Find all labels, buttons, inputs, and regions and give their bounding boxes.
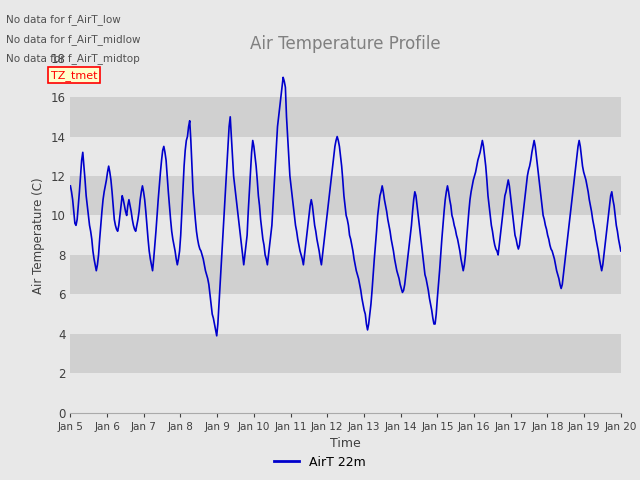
Bar [70,97,621,136]
Bar [70,216,621,255]
Bar [70,176,621,216]
Y-axis label: Air Temperature (C): Air Temperature (C) [32,177,45,293]
Text: No data for f_AirT_midtop: No data for f_AirT_midtop [6,53,140,64]
Text: No data for f_AirT_low: No data for f_AirT_low [6,14,121,25]
Bar [70,136,621,176]
Bar [70,373,621,413]
Legend: AirT 22m: AirT 22m [269,451,371,474]
Bar [70,58,621,97]
Text: No data for f_AirT_midlow: No data for f_AirT_midlow [6,34,141,45]
Bar [70,255,621,294]
Bar [70,294,621,334]
Bar [70,334,621,373]
Text: TZ_tmet: TZ_tmet [51,70,98,81]
Title: Air Temperature Profile: Air Temperature Profile [250,35,441,53]
X-axis label: Time: Time [330,437,361,450]
